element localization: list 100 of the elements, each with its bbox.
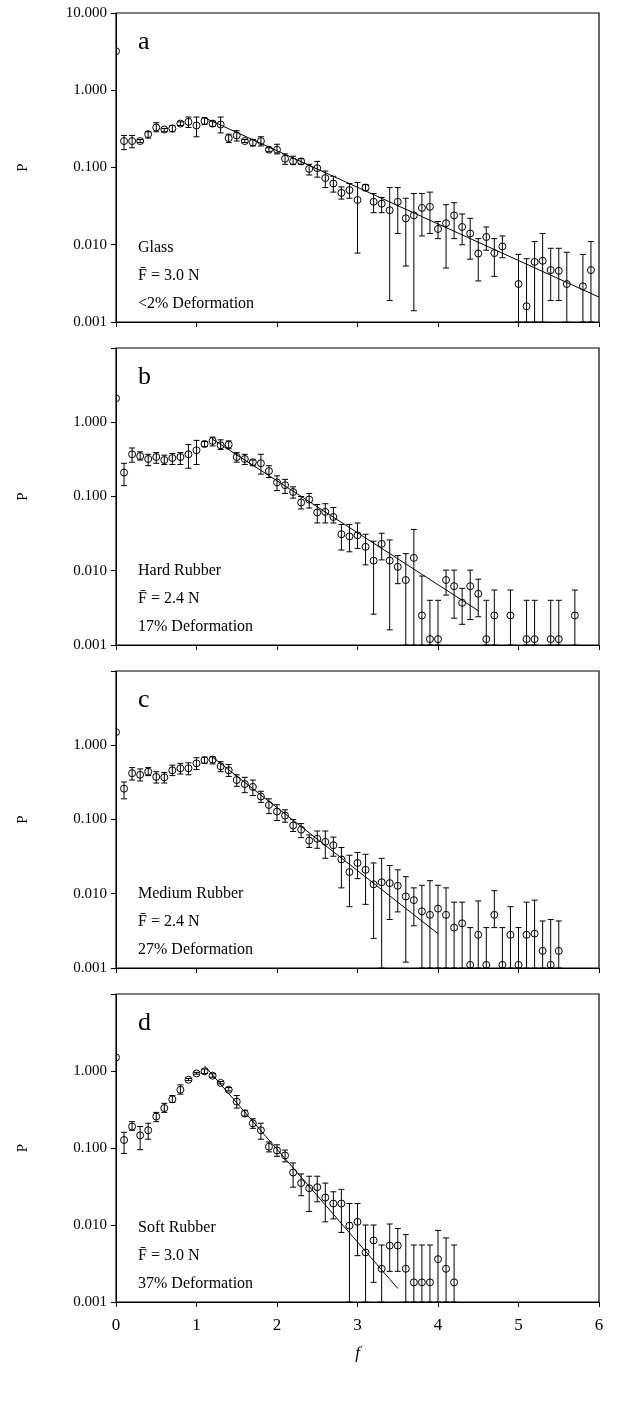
point [385, 1241, 394, 1250]
point [377, 539, 386, 548]
text: b [138, 361, 151, 390]
point [256, 459, 265, 468]
point [305, 495, 314, 504]
point [466, 229, 475, 238]
point [176, 453, 185, 462]
annotation: Soft Rubber [138, 1218, 217, 1235]
y-tick-label: 0.010 [73, 1215, 107, 1232]
point [401, 892, 410, 901]
point [321, 174, 330, 183]
y-tick-label: 1.000 [73, 413, 107, 430]
point [240, 780, 249, 789]
point [409, 896, 418, 905]
point [401, 576, 410, 585]
point [409, 211, 418, 220]
y-tick-label: 0.010 [73, 561, 107, 578]
y-tick-label: 0.100 [73, 158, 107, 175]
point [184, 764, 193, 773]
point [273, 807, 281, 816]
text: d [138, 1007, 151, 1036]
y-axis-title: P [13, 163, 30, 172]
point [305, 1184, 314, 1193]
point [393, 562, 402, 571]
point [425, 910, 434, 919]
point [570, 611, 579, 620]
point [192, 446, 201, 455]
point [458, 919, 467, 928]
annotation: 17% Deformation [138, 617, 254, 634]
point [329, 179, 338, 188]
point [136, 1131, 145, 1140]
point [120, 784, 129, 793]
point [361, 1248, 370, 1257]
point [168, 454, 177, 462]
point [144, 454, 153, 463]
x-tick-label: 4 [433, 1314, 443, 1334]
point [144, 1126, 153, 1135]
point [538, 946, 547, 955]
point [450, 1278, 459, 1287]
y-tick-label: 0.001 [73, 1292, 107, 1309]
point [393, 1241, 402, 1250]
annotation: F̄ = 2.4 N [138, 912, 200, 929]
point [321, 507, 330, 516]
point [546, 266, 555, 275]
point [417, 203, 426, 212]
annotation: <2% Deformation [138, 294, 255, 311]
point [264, 467, 273, 476]
point [345, 868, 354, 877]
point [538, 256, 547, 265]
point [506, 611, 515, 620]
point [474, 249, 483, 258]
x-axis-title: f [355, 1343, 363, 1363]
point [530, 929, 539, 938]
point [345, 532, 354, 541]
point [474, 930, 483, 939]
point [442, 1264, 451, 1273]
annotation: Hard Rubber [138, 561, 222, 578]
point [458, 598, 467, 607]
x-tick-label: 3 [353, 1314, 362, 1334]
point [522, 302, 531, 311]
point [289, 487, 298, 496]
point [401, 1264, 410, 1273]
point [425, 1278, 434, 1287]
point [361, 542, 370, 551]
point [216, 1078, 225, 1087]
point [490, 910, 499, 919]
x-tick-label: 0 [111, 1314, 121, 1334]
point [385, 556, 394, 565]
y-axis-title: P [13, 1143, 30, 1153]
point [353, 858, 362, 867]
point [377, 878, 386, 887]
point [313, 164, 322, 173]
point [329, 512, 338, 521]
point [248, 782, 257, 791]
point [297, 498, 306, 507]
y-axis-title: P [13, 492, 30, 501]
y-tick-label: 0.100 [73, 1138, 107, 1155]
point [450, 211, 459, 220]
point [450, 923, 459, 932]
point [321, 1193, 330, 1202]
point [273, 478, 281, 487]
point [313, 508, 322, 517]
point [578, 282, 587, 291]
point [498, 960, 507, 968]
point [329, 841, 338, 850]
point [409, 553, 418, 562]
point [385, 879, 394, 888]
annotation: F̄ = 2.4 N [138, 589, 200, 606]
point [281, 1151, 290, 1160]
point [554, 635, 563, 644]
point [522, 635, 531, 644]
point [377, 199, 386, 208]
point [128, 769, 137, 778]
annotation: F̄ = 3.0 N [138, 1246, 200, 1263]
point [329, 1199, 338, 1208]
point [434, 224, 442, 233]
point [184, 450, 193, 459]
y-tick-label: 0.100 [73, 487, 107, 504]
point [522, 930, 531, 939]
y-tick-label: 0.001 [73, 312, 107, 329]
